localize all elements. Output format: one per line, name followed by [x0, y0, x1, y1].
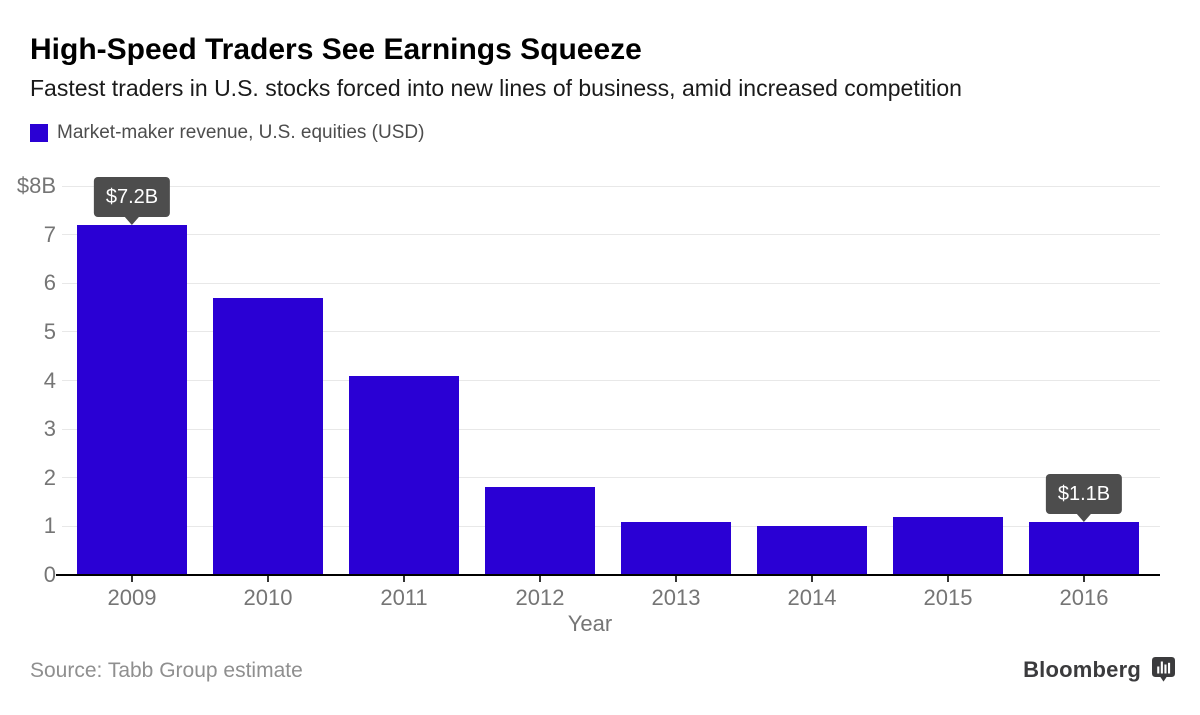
x-axis-label-2015: 2015: [923, 585, 973, 610]
chart-subtitle: Fastest traders in U.S. stocks forced in…: [30, 75, 962, 101]
gridline-7: [62, 234, 1160, 236]
gridline-2: [62, 477, 1160, 479]
y-axis-label-3: 3: [43, 416, 56, 442]
gridline-4: [62, 380, 1160, 381]
gridline-8: [62, 185, 1160, 187]
bar-2013[interactable]: [621, 521, 731, 575]
x-tick-2013: [675, 575, 677, 582]
x-axis-label-2012: 2012: [515, 585, 565, 610]
x-axis-label-2013: 2013: [651, 585, 701, 610]
gridline-1: [62, 525, 1160, 527]
gridline-6: [62, 282, 1160, 284]
gridline-3: [62, 428, 1160, 430]
legend: Market-maker revenue, U.S. equities (USD…: [30, 122, 424, 144]
x-axis-title: Year: [567, 611, 613, 636]
bar-2011[interactable]: [349, 375, 459, 575]
bar-2014[interactable]: [757, 526, 867, 575]
y-axis-label-8: $8B: [16, 173, 56, 198]
legend-label: Market-maker revenue, U.S. equities (USD…: [57, 122, 425, 143]
bar-2015[interactable]: [893, 516, 1003, 575]
y-axis-label-0: 0: [43, 562, 56, 587]
y-axis-label-1: 1: [43, 513, 56, 539]
source-note: Source: Tabb Group estimate: [30, 659, 303, 682]
x-tick-2010: [267, 575, 269, 582]
bar-2009[interactable]: [77, 224, 187, 575]
x-tick-2014: [811, 575, 813, 582]
bloomberg-logo[interactable]: Bloomberg: [1023, 657, 1175, 682]
x-axis-label-2010: 2010: [243, 585, 293, 610]
y-axis-label-4: 4: [43, 367, 56, 393]
y-axis-label-7: 7: [43, 221, 56, 247]
x-tick-2009: [131, 575, 133, 582]
x-axis-label-2011: 2011: [380, 585, 428, 610]
x-axis-line: [56, 574, 1160, 576]
bar-2012[interactable]: [485, 487, 595, 575]
x-tick-2016: [1083, 575, 1085, 582]
x-tick-2011: [403, 575, 405, 582]
bar-2010[interactable]: [213, 297, 323, 575]
x-tick-2012: [539, 575, 541, 582]
value-tooltip-2009: $7.2B: [93, 176, 171, 225]
bar-2016[interactable]: [1029, 521, 1139, 575]
x-axis-label-2016: 2016: [1059, 585, 1109, 610]
legend-swatch: [30, 124, 48, 142]
y-axis-label-6: 6: [43, 270, 56, 296]
value-tooltip-2016: $1.1B: [1045, 473, 1123, 522]
x-tick-2015: [947, 575, 949, 582]
y-axis-label-2: 2: [43, 464, 56, 490]
bloomberg-wordmark: Bloomberg: [1023, 657, 1141, 682]
bloomberg-chart-bubble-icon: [1152, 657, 1175, 682]
y-axis-label-5: 5: [43, 318, 56, 344]
chart-title: High-Speed Traders See Earnings Squeeze: [30, 33, 642, 66]
x-axis-label-2009: 2009: [107, 585, 157, 610]
gridline-5: [62, 331, 1160, 333]
x-axis-label-2014: 2014: [787, 585, 837, 610]
